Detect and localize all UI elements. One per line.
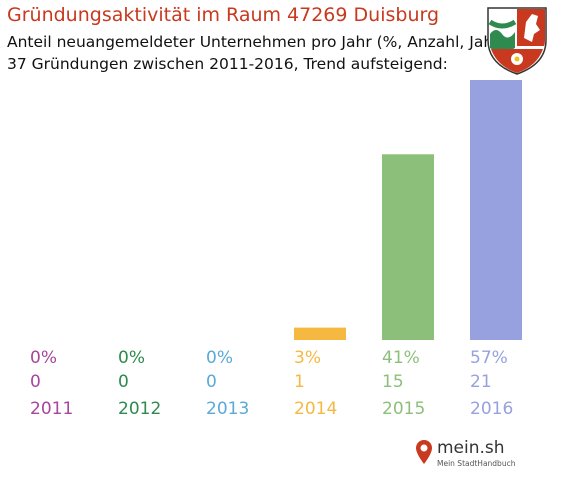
logo-sub-text: Mein StadtHandbuch [437, 459, 516, 468]
year-label-2014: 2014 [294, 399, 337, 419]
count-label-2014: 1 [294, 372, 305, 392]
year-label-2016: 2016 [470, 399, 513, 419]
percent-label-2015: 41% [382, 348, 420, 368]
percent-label-2012: 0% [118, 348, 145, 368]
count-label-2016: 21 [470, 372, 492, 392]
count-label-2011: 0 [30, 372, 41, 392]
chart-title: Gründungsaktivität im Raum 47269 Duisbur… [7, 4, 440, 26]
bar-2014 [294, 327, 346, 340]
map-pin-icon [416, 440, 432, 464]
count-label-2012: 0 [118, 372, 129, 392]
year-label-2011: 2011 [30, 399, 73, 419]
percent-label-2016: 57% [470, 348, 508, 368]
percent-label-2013: 0% [206, 348, 233, 368]
count-label-2013: 0 [206, 372, 217, 392]
bar-2016 [470, 80, 522, 340]
percent-label-2011: 0% [30, 348, 57, 368]
chart-subtitle-line-2: 37 Gründungen zwischen 2011-2016, Trend … [7, 55, 448, 73]
count-label-2015: 15 [382, 372, 404, 392]
mein-sh-logo: mein.sh Mein StadtHandbuch [415, 433, 527, 475]
chart-subtitle-line-1: Anteil neuangemeldeter Unternehmen pro J… [7, 33, 506, 51]
logo-main-text: mein.sh [437, 438, 505, 458]
year-label-2013: 2013 [206, 399, 249, 419]
year-label-2012: 2012 [118, 399, 161, 419]
year-label-2015: 2015 [382, 399, 425, 419]
nrw-coat-of-arms-icon [482, 4, 552, 76]
percent-label-2014: 3% [294, 348, 321, 368]
bar-2015 [382, 154, 434, 340]
